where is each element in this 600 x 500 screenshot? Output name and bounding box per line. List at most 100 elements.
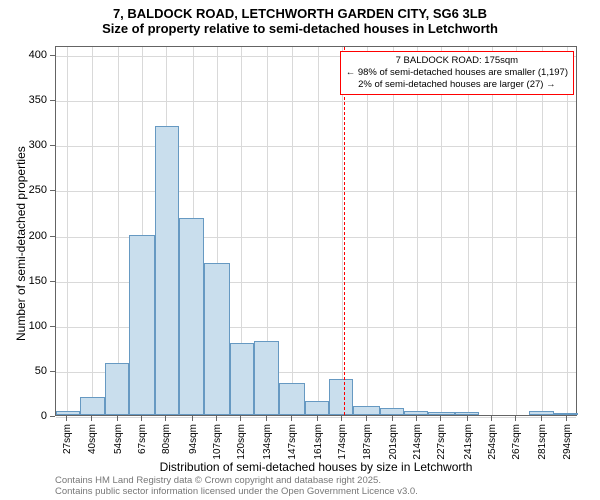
xtick-label: 267sqm [511, 424, 522, 460]
title-line-1: 7, BALDOCK ROAD, LETCHWORTH GARDEN CITY,… [0, 6, 600, 21]
grid-line-h [56, 146, 576, 147]
histogram-bar [329, 379, 353, 415]
xtick-label: 147sqm [287, 424, 298, 460]
ytick-label: 150 [17, 275, 47, 287]
xtick-label: 94sqm [188, 424, 199, 454]
xtick-mark [192, 416, 193, 421]
plot-area: 7 BALDOCK ROAD: 175sqm← 98% of semi-deta… [55, 46, 577, 416]
xtick-mark [141, 416, 142, 421]
grid-line-v [468, 47, 469, 415]
ytick-label: 400 [17, 49, 47, 61]
ytick-mark [50, 145, 55, 146]
ytick-label: 100 [17, 320, 47, 332]
xtick-label: 40sqm [87, 424, 98, 454]
xtick-label: 254sqm [487, 424, 498, 460]
ytick-label: 0 [17, 410, 47, 422]
xtick-label: 201sqm [388, 424, 399, 460]
grid-line-v [417, 47, 418, 415]
xtick-label: 187sqm [362, 424, 373, 460]
xtick-label: 54sqm [113, 424, 124, 454]
grid-line-h [56, 101, 576, 102]
xtick-label: 120sqm [236, 424, 247, 460]
histogram-bar [230, 343, 254, 415]
annotation-line-3: 2% of semi-detached houses are larger (2… [346, 79, 568, 91]
xtick-label: 107sqm [212, 424, 223, 460]
grid-line-v [292, 47, 293, 415]
histogram-bar [554, 413, 578, 415]
annotation-line-2: ← 98% of semi-detached houses are smalle… [346, 67, 568, 79]
x-axis-label: Distribution of semi-detached houses by … [55, 460, 577, 474]
xtick-mark [66, 416, 67, 421]
xtick-mark [117, 416, 118, 421]
grid-line-v [492, 47, 493, 415]
ytick-mark [50, 190, 55, 191]
xtick-label: 161sqm [313, 424, 324, 460]
title-line-2: Size of property relative to semi-detach… [0, 21, 600, 36]
xtick-label: 80sqm [161, 424, 172, 454]
ytick-mark [50, 281, 55, 282]
xtick-label: 294sqm [562, 424, 573, 460]
xtick-label: 67sqm [137, 424, 148, 454]
reference-line [344, 47, 345, 415]
xtick-mark [440, 416, 441, 421]
xtick-mark [491, 416, 492, 421]
histogram-bar [380, 408, 404, 415]
grid-line-h [56, 191, 576, 192]
xtick-mark [341, 416, 342, 421]
histogram-bar [428, 412, 454, 415]
xtick-mark [515, 416, 516, 421]
xtick-label: 281sqm [537, 424, 548, 460]
xtick-mark [165, 416, 166, 421]
xtick-mark [541, 416, 542, 421]
ytick-label: 300 [17, 139, 47, 151]
grid-line-v [367, 47, 368, 415]
y-axis-label: Number of semi-detached properties [14, 146, 28, 341]
footer-line-1: Contains HM Land Registry data © Crown c… [55, 475, 418, 486]
xtick-label: 134sqm [262, 424, 273, 460]
ytick-mark [50, 236, 55, 237]
xtick-mark [266, 416, 267, 421]
chart-container: 7, BALDOCK ROAD, LETCHWORTH GARDEN CITY,… [0, 0, 600, 500]
grid-line-v [441, 47, 442, 415]
ytick-mark [50, 326, 55, 327]
histogram-bar [204, 263, 230, 415]
footer-line-2: Contains public sector information licen… [55, 486, 418, 497]
ytick-label: 250 [17, 184, 47, 196]
histogram-bar [305, 401, 329, 415]
histogram-bar [254, 341, 278, 415]
xtick-mark [467, 416, 468, 421]
grid-line-v [393, 47, 394, 415]
chart-title: 7, BALDOCK ROAD, LETCHWORTH GARDEN CITY,… [0, 0, 600, 36]
histogram-bar [129, 235, 155, 415]
annotation-line-1: 7 BALDOCK ROAD: 175sqm [346, 55, 568, 67]
histogram-bar [353, 406, 379, 415]
xtick-label: 174sqm [337, 424, 348, 460]
ytick-label: 50 [17, 365, 47, 377]
histogram-bar [179, 218, 203, 415]
grid-line-v [318, 47, 319, 415]
xtick-label: 27sqm [62, 424, 73, 454]
grid-line-v [516, 47, 517, 415]
grid-line-v [118, 47, 119, 415]
xtick-label: 214sqm [412, 424, 423, 460]
histogram-bar [80, 397, 104, 415]
ytick-mark [50, 100, 55, 101]
xtick-mark [91, 416, 92, 421]
grid-line-v [567, 47, 568, 415]
grid-line-v [342, 47, 343, 415]
xtick-mark [240, 416, 241, 421]
ytick-label: 200 [17, 230, 47, 242]
ytick-mark [50, 55, 55, 56]
histogram-bar [279, 383, 305, 415]
grid-line-v [67, 47, 68, 415]
xtick-label: 227sqm [436, 424, 447, 460]
xtick-mark [392, 416, 393, 421]
histogram-bar [455, 412, 479, 415]
footer-attribution: Contains HM Land Registry data © Crown c… [55, 475, 418, 498]
grid-line-v [542, 47, 543, 415]
annotation-box: 7 BALDOCK ROAD: 175sqm← 98% of semi-deta… [340, 51, 574, 95]
grid-line-v [92, 47, 93, 415]
histogram-bar [105, 363, 129, 415]
xtick-mark [291, 416, 292, 421]
xtick-label: 241sqm [463, 424, 474, 460]
